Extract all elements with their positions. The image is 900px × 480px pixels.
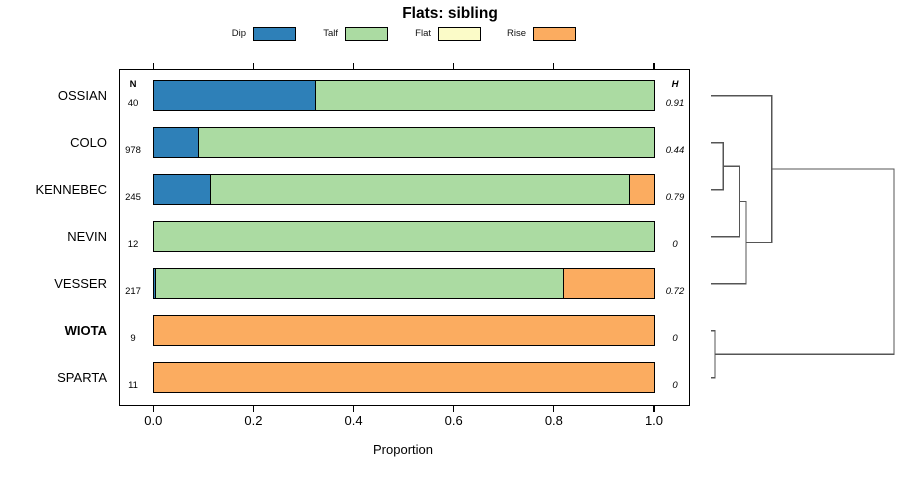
tick-label-0.4: 0.4 [344,413,363,428]
bar-sparta [152,362,655,394]
top-tick-1.0 [653,63,655,69]
bar-vesser [152,268,655,300]
top-tick-0.4 [352,63,355,69]
bar-segment-kennebec-dip [153,175,211,205]
legend-label-talf: Talf [323,28,338,39]
top-tick-0.6 [453,63,455,69]
category-label-vesser: VESSER [54,275,107,291]
top-tick-0.8 [553,63,555,69]
n-value-colo: 978 [125,144,141,156]
legend-label-flat: Flat [415,28,431,39]
plot-box [119,69,690,406]
n-column-header: N [129,79,137,90]
bar-segment-wiota-rise [153,316,654,346]
category-label-colo: COLO [70,134,107,150]
bar-segment-vesser-talf [156,269,564,299]
bar-wiota [152,315,655,347]
chart-title: Flats: sibling [402,5,498,22]
bar-segment-ossian-talf [316,81,654,111]
category-label-sparta: SPARTA [57,369,107,385]
n-value-wiota: 9 [130,332,136,344]
bottom-tick-0.0 [152,406,154,412]
bottom-tick-0.2 [252,406,255,412]
dendrogram-link-merge3 [711,95,773,244]
bar-segment-ossian-dip [153,81,316,111]
top-tick-0.0 [152,63,154,69]
bar-segment-kennebec-rise [630,175,654,205]
legend-item-dip: Dip [176,26,296,41]
dendrogram-link-merge0 [711,142,724,191]
n-value-sparta: 11 [128,379,138,391]
h-value-sparta: 0 [672,379,678,391]
bar-kennebec [152,174,655,206]
category-label-wiota: WIOTA [64,322,107,338]
bar-ossian [152,80,655,112]
h-column-header: H [671,79,679,90]
n-value-vesser: 217 [125,285,141,297]
tick-label-0.8: 0.8 [544,413,563,428]
h-value-vesser: 0.72 [665,285,685,297]
dendrogram-link-merge4 [711,330,716,379]
bar-segment-vesser-rise [563,269,654,299]
bottom-tick-1.0 [653,406,655,412]
legend-item-talf: Talf [268,26,388,41]
legend-item-rise: Rise [456,26,576,41]
legend-swatch-dip [253,26,296,41]
h-value-kennebec: 0.79 [665,191,685,203]
tick-label-0.0: 0.0 [144,413,163,428]
category-label-kennebec: KENNEBEC [35,181,107,197]
x-axis-label: Proportion [373,442,433,457]
bar-segment-sparta-rise [153,363,654,393]
bar-segment-nevin-talf [153,222,654,252]
tick-label-0.6: 0.6 [444,413,463,428]
n-value-nevin: 12 [127,238,139,250]
bar-segment-colo-talf [199,128,654,158]
h-value-colo: 0.44 [665,144,685,156]
h-value-ossian: 0.91 [665,97,685,109]
category-label-ossian: OSSIAN [57,87,107,103]
bar-segment-kennebec-talf [210,175,630,205]
h-value-wiota: 0 [672,332,678,344]
dendrogram-link-merge2 [711,200,747,285]
bottom-tick-0.6 [453,406,455,412]
legend-swatch-rise [533,26,576,41]
bar-segment-colo-dip [153,128,199,158]
bar-segment-vesser-dip [153,269,156,299]
legend-item-flat: Flat [361,26,481,41]
legend-label-rise: Rise [506,28,526,39]
top-tick-0.2 [252,63,255,69]
dendrogram-link-merge1 [711,165,740,238]
legend-swatch-flat [438,26,481,41]
n-value-kennebec: 245 [125,191,141,203]
n-value-ossian: 40 [127,97,139,109]
category-label-nevin: NEVIN [67,228,107,244]
tick-label-1.0: 1.0 [644,413,664,428]
tick-label-0.2: 0.2 [244,413,263,428]
bar-nevin [152,221,655,253]
bottom-tick-0.8 [553,406,555,412]
h-value-nevin: 0 [672,238,678,250]
dendrogram-link-root [715,168,895,355]
bar-colo [152,127,655,159]
legend-swatch-talf [345,26,388,41]
bottom-tick-0.4 [352,406,355,412]
legend-label-dip: Dip [231,28,246,39]
